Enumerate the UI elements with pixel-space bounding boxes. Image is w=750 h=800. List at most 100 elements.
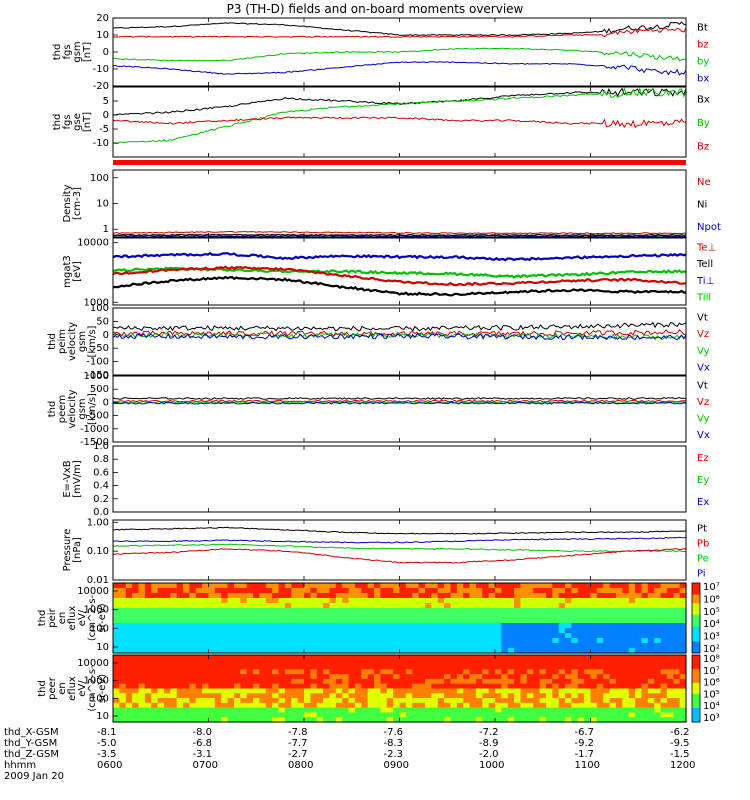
spectrogram-cell <box>603 655 611 661</box>
spectrogram-cell <box>189 623 197 629</box>
spectrogram-cell <box>221 717 229 723</box>
y-axis-label: Density <box>62 184 73 222</box>
y-tick-label: 10 <box>96 30 109 41</box>
spectrogram-cell <box>450 588 458 594</box>
spectrogram-cell <box>291 717 299 723</box>
spectrogram-cell <box>233 674 241 680</box>
spectrogram-cell <box>495 698 502 704</box>
spectrogram-cell <box>609 603 617 609</box>
spectrogram-cell <box>144 623 152 629</box>
spectrogram-cell <box>539 643 547 649</box>
chart-title: P3 (TH-D) fields and on-board moments ov… <box>226 2 524 16</box>
spectrogram-cell <box>482 659 490 666</box>
spectrogram-cell <box>259 688 267 694</box>
spectrogram-cell <box>526 698 534 704</box>
spectrogram-cell <box>278 683 286 690</box>
spectrogram-cell <box>335 712 343 718</box>
spectrogram-cell <box>132 693 140 699</box>
y-tick-label: 0.6 <box>93 467 109 478</box>
spectrogram-cell <box>284 707 292 714</box>
spectrogram-cell <box>552 618 560 624</box>
spectrogram-cell <box>367 583 375 589</box>
spectrogram-cell <box>654 593 662 599</box>
spectrogram-cell <box>545 603 553 609</box>
spectrogram-cell <box>170 633 178 639</box>
spectrogram-cell <box>444 613 452 619</box>
spectrogram-cell <box>202 628 210 634</box>
spectrogram-cell <box>463 674 471 680</box>
spectrogram-cell <box>393 618 401 624</box>
spectrogram-cell <box>316 659 324 666</box>
spectrogram-cell <box>590 603 598 609</box>
spectrogram-cell <box>584 583 592 589</box>
spectrogram-cell <box>565 633 572 639</box>
spectrogram-cell <box>354 683 362 690</box>
spectrogram-cell <box>151 633 159 639</box>
spectrogram-cell <box>475 707 483 714</box>
spectrogram-cell <box>437 688 445 694</box>
spectrogram-cell <box>393 707 401 714</box>
spectrogram-cell <box>463 707 471 714</box>
spectrogram-cell <box>405 643 413 649</box>
spectrogram-cell <box>482 638 490 644</box>
spectrogram-cell <box>533 583 541 589</box>
spectrogram-cell <box>456 648 464 654</box>
colorbar-segment <box>692 600 700 604</box>
spectrogram-cell <box>132 588 140 594</box>
spectrogram-cell <box>272 643 280 649</box>
spectrogram-cell <box>374 717 381 723</box>
spectrogram-cell <box>520 664 528 670</box>
spectrogram-cell <box>125 702 133 709</box>
spectrogram-cell <box>495 633 502 639</box>
colorbar-segment <box>692 620 700 625</box>
spectrogram-cell <box>475 618 483 624</box>
spectrogram-cell <box>323 717 331 723</box>
spectrogram-cell <box>399 603 407 609</box>
spectrogram-cell <box>424 598 432 604</box>
spectrogram-cell <box>526 633 534 639</box>
spectrogram-cell <box>609 717 617 723</box>
spectrogram-cell <box>615 623 623 629</box>
spectrogram-cell <box>488 593 496 599</box>
spectrogram-cell <box>278 702 286 709</box>
spectrogram-cell <box>526 643 534 649</box>
spectrogram-cell <box>125 618 133 624</box>
spectrogram-cell <box>539 717 547 723</box>
spectrogram-cell <box>259 659 267 666</box>
spectrogram-cell <box>195 698 203 704</box>
spectrogram-cell <box>450 702 458 709</box>
spectrogram-cell <box>641 698 649 704</box>
spectrogram-cell <box>507 638 515 644</box>
spectrogram-cell <box>278 618 286 624</box>
spectrogram-cell <box>679 633 687 639</box>
spectrogram-cell <box>660 633 668 639</box>
spectrogram-cell <box>596 628 604 634</box>
spectrogram-cell <box>660 712 668 718</box>
spectrogram-cell <box>323 603 331 609</box>
spectrogram-cell <box>221 678 229 685</box>
spectrogram-cell <box>405 613 413 619</box>
spectrogram-cell <box>291 712 299 718</box>
y-tick-label: 50 <box>96 316 109 327</box>
spectrogram-cell <box>151 628 159 634</box>
spectrogram-cell <box>163 664 171 670</box>
spectrogram-cell <box>444 603 452 609</box>
spectrogram-cell <box>596 638 604 644</box>
spectrogram-cell <box>163 638 171 644</box>
spectrogram-cell <box>272 655 280 661</box>
spectrogram-cell <box>208 603 216 609</box>
spectrogram-cell <box>144 598 152 604</box>
spectrogram-cell <box>125 669 133 675</box>
spectrogram-cell <box>450 678 458 685</box>
spectrogram-cell <box>227 678 235 685</box>
spectrogram-cell <box>558 707 566 714</box>
colorbar-tick-label: 10⁵ <box>703 689 720 700</box>
series-Pb-line <box>112 548 687 564</box>
spectrogram-cell <box>163 712 171 718</box>
spectrogram-cell <box>418 664 426 670</box>
spectrogram-cell <box>596 583 604 589</box>
spectrogram-cell <box>424 583 432 589</box>
spectrogram-cell <box>214 598 222 604</box>
colorbar-segment <box>692 612 700 616</box>
